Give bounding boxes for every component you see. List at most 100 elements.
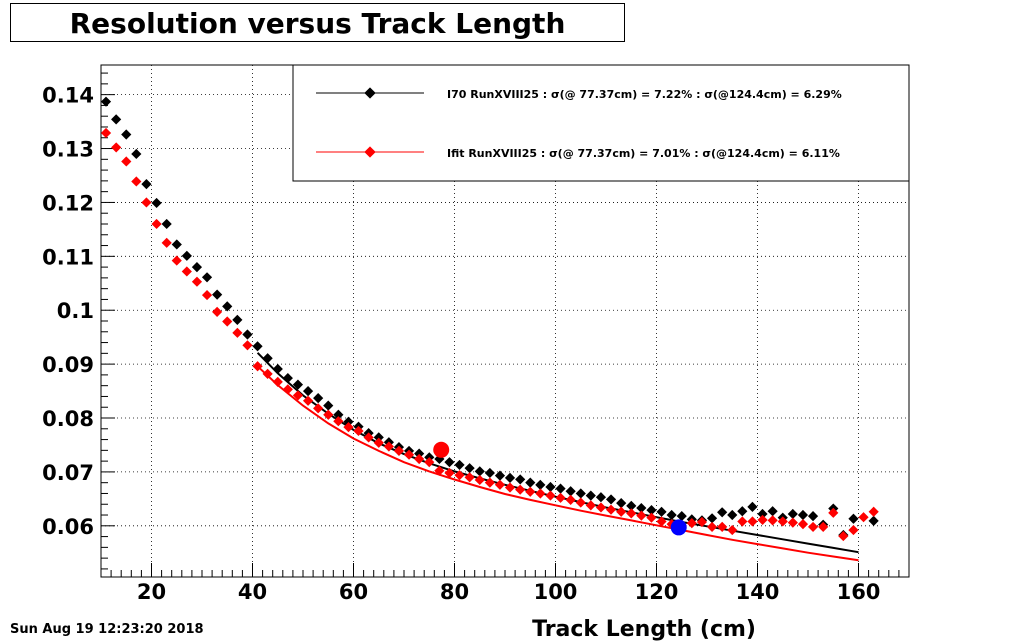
legend-box xyxy=(292,64,910,182)
data-point-series-0 xyxy=(585,490,596,501)
data-point-series-0 xyxy=(454,459,465,471)
data-point-series-1 xyxy=(181,266,192,277)
data-point-series-0 xyxy=(232,314,243,325)
data-point-series-1 xyxy=(818,521,829,532)
data-point-series-1 xyxy=(161,237,172,248)
x-tick-label: 140 xyxy=(736,580,780,604)
data-point-series-1 xyxy=(605,504,617,515)
data-point-series-0 xyxy=(313,393,324,404)
data-point-series-0 xyxy=(222,301,233,312)
data-point-series-0 xyxy=(181,250,192,261)
x-tick-label: 120 xyxy=(635,580,679,604)
x-tick-label: 80 xyxy=(440,580,469,604)
data-point-series-0 xyxy=(201,272,213,283)
data-point-series-0 xyxy=(100,96,112,107)
data-point-series-0 xyxy=(666,509,677,521)
data-point-series-1 xyxy=(141,197,152,208)
data-point-series-1 xyxy=(555,492,566,503)
data-point-series-0 xyxy=(757,508,768,520)
data-point-series-0 xyxy=(747,501,758,512)
data-point-series-1 xyxy=(171,255,182,266)
data-point-series-1 xyxy=(727,524,738,536)
y-tick-label: 0.1 xyxy=(57,299,94,323)
data-point-series-0 xyxy=(292,379,304,390)
data-point-series-0 xyxy=(343,416,354,427)
data-point-series-1 xyxy=(222,316,233,327)
y-tick-label: 0.14 xyxy=(42,84,94,108)
data-point-series-1 xyxy=(131,176,142,187)
data-point-series-0 xyxy=(737,506,748,517)
data-point-series-0 xyxy=(717,507,728,518)
data-point-series-0 xyxy=(535,479,546,490)
data-point-series-1 xyxy=(686,518,697,529)
data-point-series-1 xyxy=(363,432,374,443)
data-point-series-1 xyxy=(464,472,475,483)
x-tick-label: 60 xyxy=(339,580,368,604)
data-point-series-1 xyxy=(212,306,223,317)
data-point-series-1 xyxy=(828,507,839,518)
data-point-series-1 xyxy=(111,142,122,153)
data-point-series-0 xyxy=(282,372,293,384)
data-point-series-1 xyxy=(838,530,849,542)
x-tick-label: 100 xyxy=(534,580,578,604)
data-point-series-1 xyxy=(767,515,778,526)
data-point-series-0 xyxy=(151,197,162,209)
data-point-series-1 xyxy=(595,502,607,513)
data-point-series-0 xyxy=(575,488,586,499)
x-axis-label: Track Length (cm) xyxy=(532,617,756,642)
data-point-series-0 xyxy=(727,509,738,521)
fit-lines-layer xyxy=(256,352,859,562)
chart-title-box: Resolution versus Track Length xyxy=(10,3,625,42)
data-point-series-1 xyxy=(292,390,304,401)
data-point-series-1 xyxy=(282,384,293,395)
data-point-series-1 xyxy=(272,376,283,387)
data-point-series-1 xyxy=(525,486,536,497)
data-point-series-1 xyxy=(242,340,253,351)
data-point-series-1 xyxy=(757,514,768,526)
fit-line-series-1 xyxy=(256,365,859,562)
data-point-series-1 xyxy=(414,453,425,465)
data-point-series-0 xyxy=(545,481,556,493)
data-point-series-1 xyxy=(100,127,112,139)
data-point-series-0 xyxy=(484,467,495,479)
data-point-series-0 xyxy=(605,494,617,505)
data-point-series-0 xyxy=(191,262,203,273)
data-point-series-1 xyxy=(616,506,627,517)
data-point-series-1 xyxy=(717,521,728,532)
legend: I70 RunXVIII25 : σ(@ 77.37cm) = 7.22% : … xyxy=(292,64,910,182)
data-point-series-1 xyxy=(747,516,758,527)
data-point-series-1 xyxy=(454,470,465,481)
data-point-series-0 xyxy=(767,506,778,517)
data-point-series-1 xyxy=(474,474,485,486)
data-point-series-1 xyxy=(848,524,859,536)
data-point-series-0 xyxy=(676,510,687,522)
data-point-series-0 xyxy=(565,486,576,497)
data-point-series-1 xyxy=(565,494,576,505)
timestamp: Sun Aug 19 12:23:20 2018 xyxy=(10,622,204,637)
data-point-series-0 xyxy=(373,432,384,443)
data-point-series-0 xyxy=(111,114,122,125)
data-point-series-0 xyxy=(474,466,485,477)
y-tick-label: 0.07 xyxy=(42,461,94,485)
reference-point xyxy=(433,441,450,458)
data-point-series-1 xyxy=(807,521,819,533)
data-point-series-1 xyxy=(535,488,546,499)
data-point-series-1 xyxy=(656,516,667,527)
data-point-series-0 xyxy=(595,492,607,503)
data-point-series-1 xyxy=(515,484,526,495)
data-point-series-0 xyxy=(868,515,879,526)
y-tick-label: 0.13 xyxy=(42,138,94,162)
data-point-series-1 xyxy=(504,482,516,493)
data-point-series-0 xyxy=(787,508,798,520)
data-point-series-0 xyxy=(797,509,809,521)
legend-marker-ifit xyxy=(364,146,376,158)
y-tick-label: 0.11 xyxy=(42,245,94,269)
data-point-series-0 xyxy=(616,498,627,509)
data-point-series-0 xyxy=(525,477,536,488)
legend-label-i70: I70 RunXVIII25 : σ(@ 77.37cm) = 7.22% : … xyxy=(447,88,842,101)
data-point-series-1 xyxy=(787,517,798,528)
data-point-series-1 xyxy=(121,156,132,167)
data-point-series-1 xyxy=(403,449,415,460)
data-point-series-0 xyxy=(262,353,273,364)
